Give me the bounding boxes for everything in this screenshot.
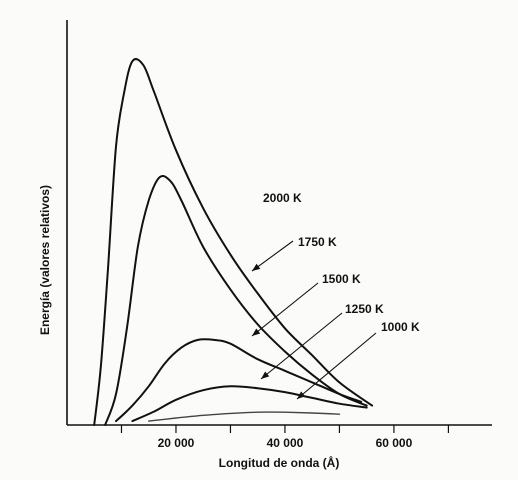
- series-line-5: [148, 411, 341, 422]
- leader-arrow-4: [261, 371, 270, 379]
- series-label-1: 2000 K: [263, 191, 302, 205]
- x-tick-label: 20 000: [158, 436, 195, 450]
- leader-arrow-5: [297, 391, 306, 399]
- series-labels: 2000 K 1750 K 1500 K 1250 K 1000 K: [263, 191, 420, 334]
- leader-line-5: [296, 332, 377, 400]
- leader-arrow-3: [252, 328, 261, 336]
- x-ticks: 20 000 40 000 60 000: [120, 425, 450, 450]
- label-leaders: [251, 240, 377, 400]
- series-line-3: [115, 338, 363, 423]
- leader-arrow-2: [252, 263, 261, 271]
- x-tick-label: 60 000: [376, 436, 413, 450]
- leader-line-3: [251, 282, 319, 337]
- x-tick-label: 40 000: [267, 436, 304, 450]
- series-label-2: 1750 K: [298, 235, 337, 249]
- leader-line-2: [251, 240, 294, 272]
- series-line-1: [93, 58, 374, 426]
- series-line-2: [104, 175, 368, 426]
- leader-line-4: [260, 312, 343, 380]
- x-axis-title: Longitud de onda (Å): [219, 455, 340, 470]
- y-axis-title: Energía (valores relativos): [38, 185, 52, 335]
- axes: [66, 20, 492, 426]
- series-label-3: 1500 K: [322, 272, 361, 286]
- series-label-4: 1250 K: [345, 302, 384, 316]
- series-line-4: [131, 385, 368, 423]
- series-curves: [93, 58, 374, 426]
- series-label-5: 1000 K: [381, 320, 420, 334]
